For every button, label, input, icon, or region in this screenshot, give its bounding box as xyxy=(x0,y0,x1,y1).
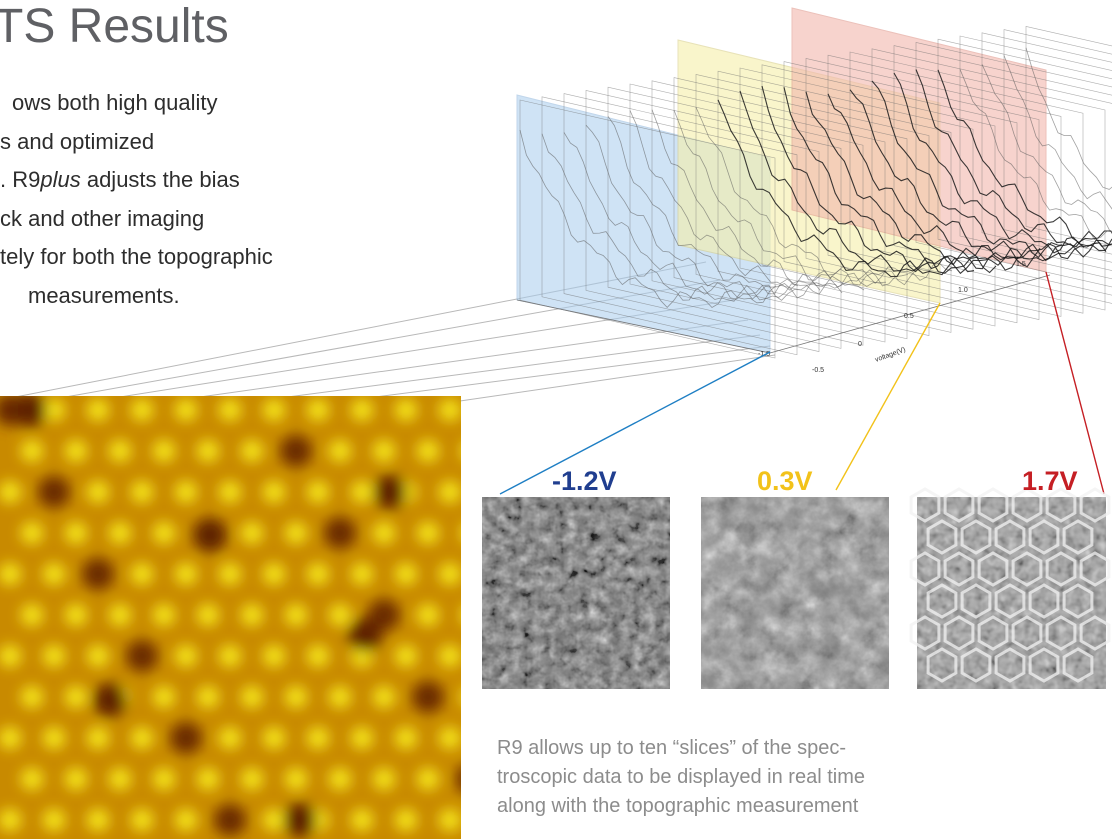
spectroscopy-curve xyxy=(871,80,1112,259)
spectroscopy-curve xyxy=(937,69,1112,244)
guide-line xyxy=(459,354,776,402)
slice-plane xyxy=(585,90,842,349)
spectroscopy-curve xyxy=(717,99,975,278)
slice-plane xyxy=(959,35,1112,271)
slice-plane xyxy=(915,42,1112,288)
spectroscopy-curve xyxy=(541,133,799,302)
spectroscopy-curve xyxy=(673,109,931,286)
caption-line: along with the topographic measurement xyxy=(497,795,859,817)
axis-tick-label: 0.5 xyxy=(904,313,914,320)
page-title: TS Results xyxy=(0,0,229,53)
caption-line: R9 allows up to ten “slices” of the spec… xyxy=(497,737,847,759)
body-line-italic: plus xyxy=(40,167,81,193)
spectroscopy-curve xyxy=(761,85,1019,275)
slice-label-0-3v: 0.3V xyxy=(757,466,813,496)
axis-tick-label: 1.5 xyxy=(1016,261,1026,268)
spectroscopy-curve xyxy=(629,110,887,291)
caption-line: troscopic data to be displayed in real t… xyxy=(497,766,865,788)
slice-plane xyxy=(981,32,1112,263)
spectroscopy-curve xyxy=(849,89,1107,260)
axis-title: voltage(V) xyxy=(874,346,906,363)
slice-label-1-7v: 1.7V xyxy=(1022,466,1078,496)
body-line-part: . R9 xyxy=(0,167,41,193)
body-line: . R9plus adjusts the bias xyxy=(0,161,400,200)
slice-image-1-7v xyxy=(909,487,1111,689)
slice-plane xyxy=(1003,29,1112,255)
slice-plane xyxy=(651,80,908,340)
guide-line xyxy=(359,345,771,400)
body-line-part: adjusts the bias xyxy=(80,167,240,193)
body-line: s and optimized xyxy=(0,128,155,154)
slice-plane xyxy=(761,64,1018,324)
body-line: ck and other imaging xyxy=(0,205,205,231)
spectroscopy-curve xyxy=(893,72,1112,254)
guide-line xyxy=(199,319,749,398)
slice-plane xyxy=(805,58,1062,317)
guide-line xyxy=(279,334,761,399)
slice-plane xyxy=(849,51,1106,311)
slice-plane xyxy=(717,70,974,330)
blue-connector-line xyxy=(499,351,771,495)
spectroscopy-curve xyxy=(827,93,1085,262)
slice-plane xyxy=(783,61,1040,320)
spectroscopy-curve xyxy=(915,69,1112,248)
slice-plane xyxy=(871,48,1112,304)
spectroscopy-curve xyxy=(981,64,1112,233)
spectroscopy-curve xyxy=(695,107,953,284)
slice-plane xyxy=(607,86,864,346)
slice-image-neg-1-2v xyxy=(482,497,670,689)
slice-plane xyxy=(541,96,798,356)
plot-floor xyxy=(516,274,1051,354)
axis-tick-label: -0.5 xyxy=(812,367,824,374)
slice-plane xyxy=(739,67,996,327)
body-paragraph: ows both high quality s and optimized . … xyxy=(0,84,400,316)
spectroscopy-curve xyxy=(585,124,843,300)
spectroscopy-stack: 1.5 1.0 0.5 0 voltage(V) -0.5 -1.5 xyxy=(516,7,1112,374)
slice-plane xyxy=(629,83,886,343)
spectroscopy-curve xyxy=(739,90,997,274)
slice-plane xyxy=(827,54,1084,314)
slice-plane xyxy=(893,45,1112,296)
slice-image-0-3v xyxy=(701,497,889,689)
spectroscopy-curve xyxy=(519,129,777,309)
axis-tick-label: 0 xyxy=(858,341,862,348)
body-line: measurements. xyxy=(28,282,180,308)
slice-label-neg-1-2v: -1.2V xyxy=(552,466,617,496)
spectroscopy-curve xyxy=(563,132,821,301)
spectroscopy-curve xyxy=(651,109,909,288)
spectroscopy-curve xyxy=(783,87,1041,270)
red-connector-line xyxy=(1045,271,1105,495)
spectroscopy-curve xyxy=(959,69,1112,240)
slice-plane xyxy=(563,93,820,352)
slice-plane xyxy=(519,99,776,359)
spectroscopy-curve xyxy=(607,116,865,295)
spectroscopy-curve xyxy=(805,91,1063,266)
body-line: tely for both the topographic xyxy=(0,244,273,270)
yellow-connector-line xyxy=(835,302,941,491)
figure-caption: R9 allows up to ten “slices” of the spec… xyxy=(497,734,1097,821)
spectroscopy-curve xyxy=(1025,47,1112,190)
slice-plane xyxy=(1025,26,1112,247)
slice-plane xyxy=(673,77,930,336)
topography-image xyxy=(0,396,461,839)
slice-plane xyxy=(937,38,1112,280)
body-line: ows both high quality xyxy=(12,90,218,115)
axis-tick-label: 1.0 xyxy=(958,287,968,294)
spectroscopy-curve xyxy=(1003,55,1112,210)
